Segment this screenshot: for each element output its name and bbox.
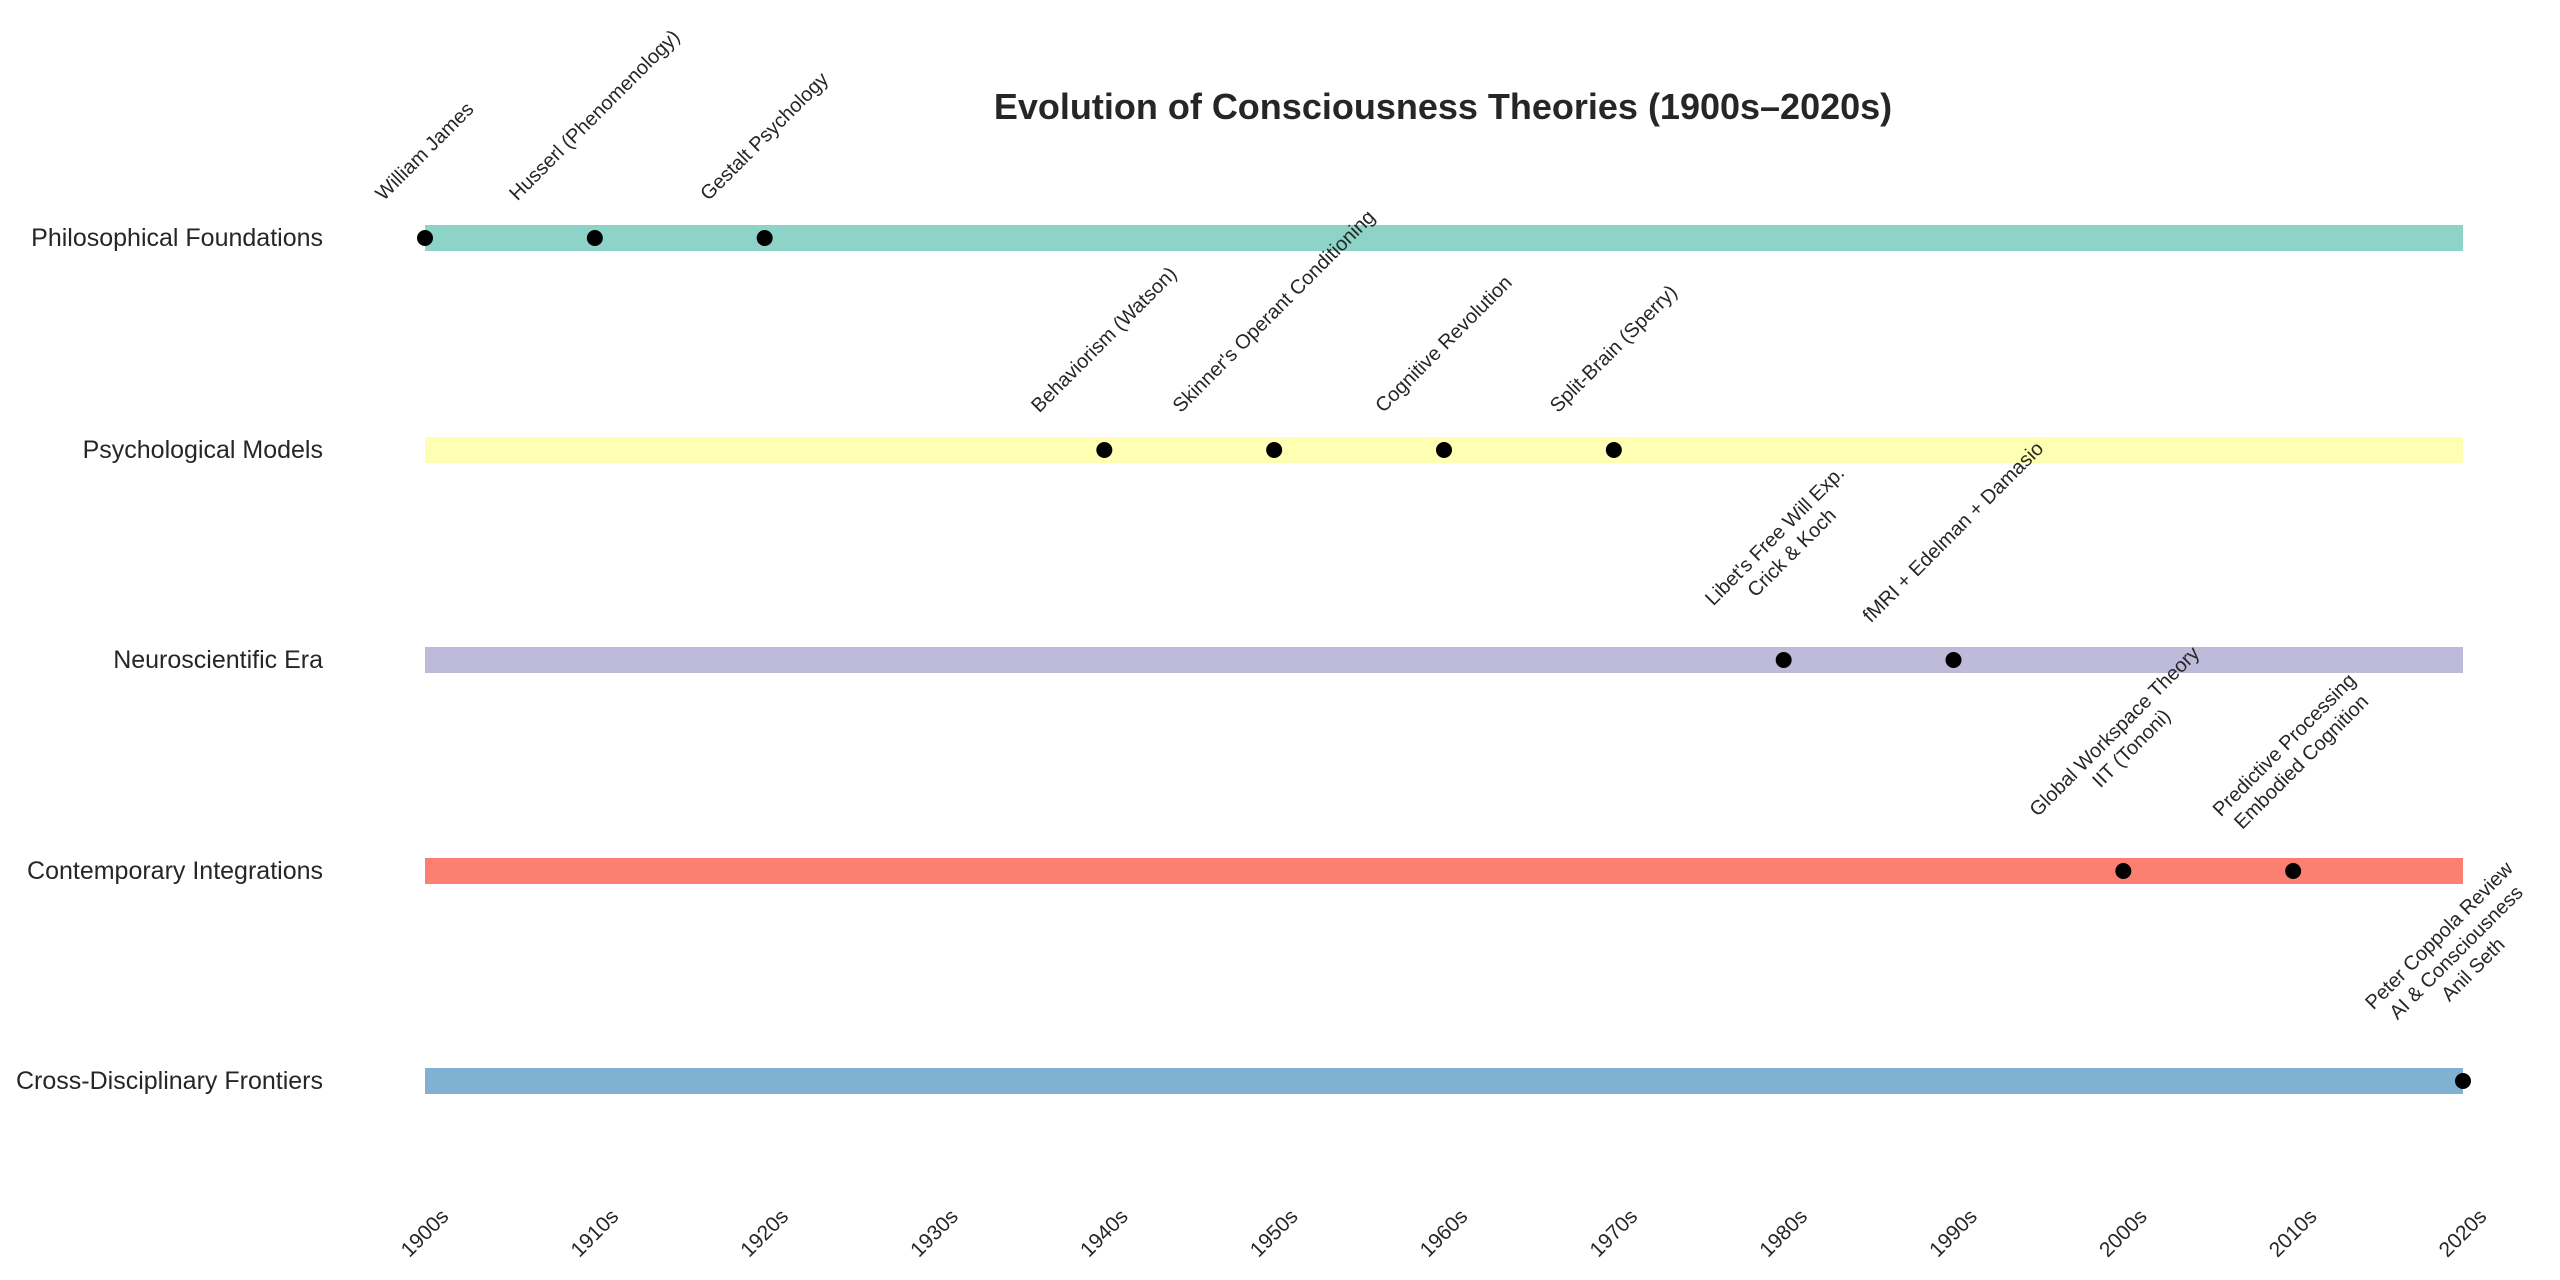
- x-tick-label: 1960s: [1416, 1205, 1473, 1262]
- svg-text:1950s: 1950s: [1246, 1205, 1303, 1262]
- event-label: Behaviorism (Watson): [1027, 263, 1181, 417]
- x-tick-label: 1950s: [1246, 1205, 1303, 1262]
- x-tick-label: 1920s: [736, 1205, 793, 1262]
- x-axis-ticks: 1900s 1910s 1920s 1930s 1940s 1950s 1960s 1970s…: [397, 1205, 2492, 1262]
- event-label: fMRI + Edelman + Damasio: [1859, 438, 2048, 627]
- x-tick-label: 2000s: [2095, 1205, 2152, 1262]
- row-label: Psychological Models: [83, 436, 323, 464]
- event-marker: [2115, 863, 2132, 879]
- event-marker: [1605, 442, 1622, 458]
- event-marker: [1436, 442, 1452, 458]
- row-bar: [425, 225, 2463, 251]
- event-label-line: Predictive Processing: [2209, 669, 2361, 821]
- event-label: Cognitive Revolution: [1371, 272, 1516, 417]
- event-marker: [1945, 652, 1962, 668]
- x-tick-label: 1970s: [1585, 1205, 1642, 1262]
- event-label-line: Split-Brain (Sperry): [1546, 281, 1682, 417]
- event-marker: [586, 230, 603, 246]
- row-label: Contemporary Integrations: [27, 857, 323, 885]
- event-marker: [2455, 1073, 2471, 1089]
- event-marker: [1775, 652, 1792, 668]
- svg-text:1940s: 1940s: [1076, 1205, 1133, 1262]
- row-bar: [425, 647, 2463, 673]
- svg-text:1960s: 1960s: [1416, 1205, 1473, 1262]
- svg-text:1970s: 1970s: [1585, 1205, 1642, 1262]
- event-label: Libet's Free Will Exp.Crick & Koch: [1701, 462, 1849, 610]
- event-label-line: Cognitive Revolution: [1371, 272, 1516, 417]
- row-bar: [425, 858, 2463, 884]
- x-tick-label: 1940s: [1076, 1205, 1133, 1262]
- svg-text:2000s: 2000s: [2095, 1205, 2152, 1262]
- event-marker: [1266, 442, 1283, 458]
- x-tick-label: 2020s: [2435, 1205, 2492, 1262]
- event-label-line: Gestalt Psychology: [696, 68, 833, 205]
- svg-text:1910s: 1910s: [566, 1205, 623, 1262]
- chart-title: Evolution of Consciousness Theories (190…: [994, 86, 1892, 127]
- event-label-line: Behaviorism (Watson): [1027, 263, 1181, 417]
- x-tick-label: 1990s: [1925, 1205, 1982, 1262]
- svg-text:2010s: 2010s: [2265, 1205, 2322, 1262]
- event-marker: [417, 230, 433, 246]
- x-tick-label: 2010s: [2265, 1205, 2322, 1262]
- event-label: Gestalt Psychology: [696, 68, 833, 205]
- x-tick-label: 1900s: [397, 1205, 454, 1262]
- event-label: Husserl (Phenomenology): [505, 26, 684, 205]
- timeline-rows: Philosophical Foundations William James Hu…: [16, 26, 2528, 1095]
- x-tick-label: 1930s: [906, 1205, 963, 1262]
- event-label-line: fMRI + Edelman + Damasio: [1859, 438, 2048, 627]
- svg-text:2020s: 2020s: [2435, 1205, 2492, 1262]
- row-label: Cross-Disciplinary Frontiers: [16, 1067, 323, 1095]
- event-marker: [756, 230, 773, 246]
- timeline-row: Cross-Disciplinary Frontiers Peter Coppol…: [16, 857, 2528, 1095]
- timeline-row: Neuroscientific Era Libet's Free Will Exp…: [113, 438, 2463, 674]
- svg-text:1980s: 1980s: [1755, 1205, 1812, 1262]
- event-label-line: Husserl (Phenomenology): [505, 26, 684, 205]
- timeline-row: Philosophical Foundations William James Hu…: [31, 26, 2463, 252]
- row-label: Neuroscientific Era: [113, 646, 323, 674]
- event-label: Split-Brain (Sperry): [1546, 281, 1682, 417]
- event-marker: [2285, 863, 2302, 879]
- x-tick-label: 1980s: [1755, 1205, 1812, 1262]
- x-tick-label: 1910s: [566, 1205, 623, 1262]
- svg-text:1930s: 1930s: [906, 1205, 963, 1262]
- event-label-line: Libet's Free Will Exp.: [1701, 462, 1849, 610]
- event-label: William James: [372, 98, 479, 205]
- svg-text:1990s: 1990s: [1925, 1205, 1982, 1262]
- event-label-line: William James: [372, 98, 479, 205]
- svg-text:1900s: 1900s: [397, 1205, 454, 1262]
- event-marker: [1096, 442, 1113, 458]
- row-label: Philosophical Foundations: [31, 224, 323, 252]
- row-bar: [425, 1068, 2463, 1094]
- svg-text:1920s: 1920s: [736, 1205, 793, 1262]
